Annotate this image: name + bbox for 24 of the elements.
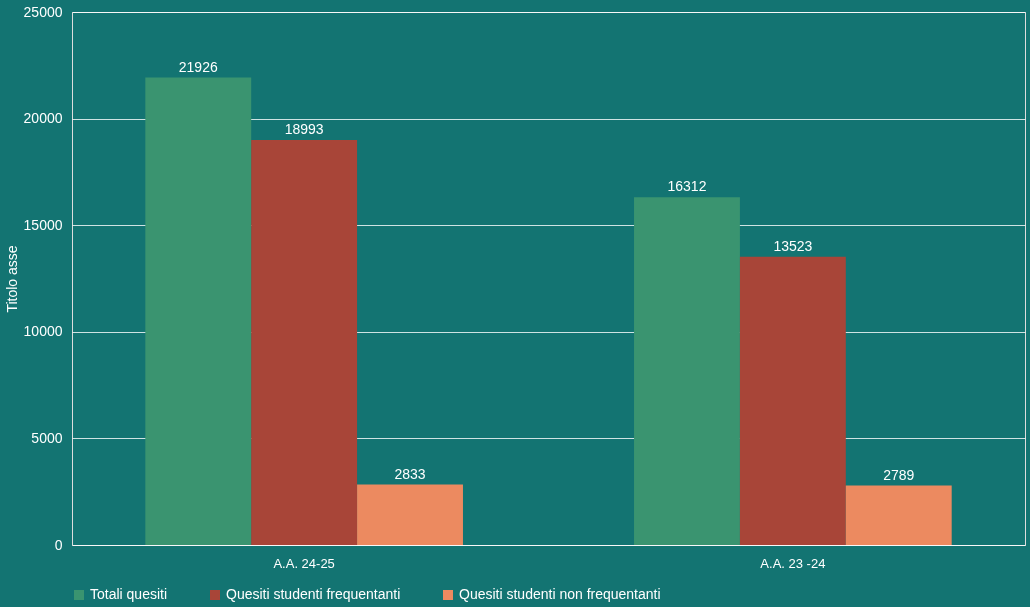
data-label: 13523: [773, 237, 813, 254]
data-label: 2789: [883, 466, 915, 483]
bar: [739, 256, 846, 545]
y-tick-label: 20000: [23, 110, 63, 127]
bar: [251, 140, 358, 545]
bar: [357, 484, 463, 545]
y-tick-label: 25000: [23, 3, 63, 20]
data-label: 16312: [667, 178, 707, 195]
data-label: 18993: [284, 121, 324, 138]
x-tick-label: A.A. 24-25: [273, 555, 335, 571]
bar: [845, 485, 952, 545]
y-axis-title: Titolo asse: [3, 245, 20, 313]
data-label: 2833: [394, 465, 426, 482]
bar: [145, 77, 252, 545]
y-tick-label: 10000: [23, 323, 63, 340]
data-label: 21926: [178, 58, 218, 75]
y-tick-label: 15000: [23, 216, 63, 233]
y-tick-label: 0: [54, 536, 63, 553]
x-tick-label: A.A. 23 -24: [760, 555, 826, 571]
legend-label: Totali quesiti: [90, 586, 168, 602]
legend-label: Quesiti studenti non frequentanti: [459, 586, 661, 602]
legend-label: Quesiti studenti frequentanti: [226, 586, 401, 602]
y-tick-label: 5000: [31, 429, 63, 446]
bar: [634, 197, 740, 545]
